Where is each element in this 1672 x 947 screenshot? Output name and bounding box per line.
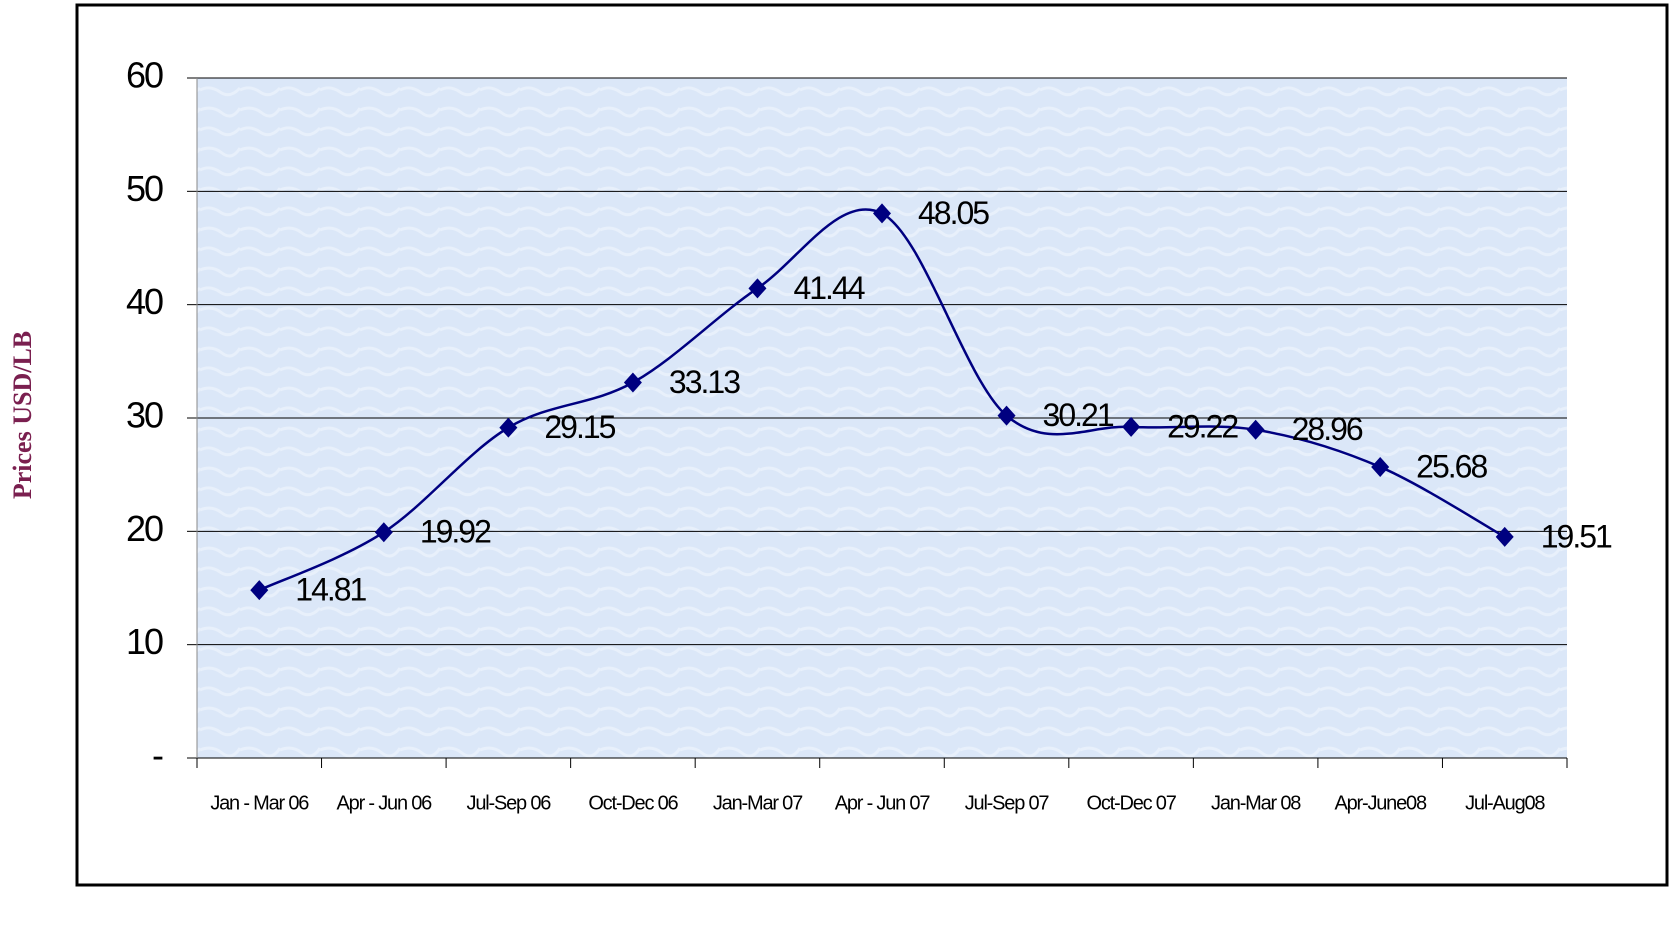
x-tick-label: Oct-Dec 07 [1087, 792, 1177, 814]
marker [1246, 419, 1265, 440]
marker [997, 405, 1016, 426]
y-tick-label: 10 [126, 621, 163, 662]
data-label: 19.51 [1541, 518, 1612, 554]
data-label: 25.68 [1416, 448, 1487, 484]
data-label: 28.96 [1292, 411, 1363, 447]
x-tick-label: Jan-Mar 08 [1211, 792, 1301, 814]
marker [1371, 456, 1390, 477]
marker [1495, 526, 1514, 547]
data-label: 29.22 [1167, 408, 1238, 444]
data-label: 30.21 [1043, 397, 1114, 433]
data-label: 48.05 [918, 195, 989, 231]
y-tick-label: - [152, 735, 163, 776]
y-axis-label: Prices USD/LB [8, 331, 37, 499]
y-tick-label: 30 [126, 395, 163, 436]
x-tick-label: Jul-Sep 06 [467, 792, 552, 814]
data-label: 41.44 [793, 270, 864, 306]
x-tick-label: Jan-Mar 07 [713, 792, 803, 814]
data-label: 29.15 [544, 409, 615, 445]
x-tick-label: Apr - Jun 07 [835, 792, 931, 814]
y-tick-label: 20 [126, 508, 163, 549]
y-tick-label: 50 [126, 168, 163, 209]
data-label: 19.92 [420, 514, 491, 550]
x-tick-label: Apr - Jun 06 [337, 792, 433, 814]
data-label: 33.13 [669, 364, 740, 400]
x-tick-label: Apr-June08 [1334, 792, 1426, 814]
x-tick-label: Jan - Mar 06 [210, 792, 309, 814]
y-tick-label: 60 [126, 55, 163, 96]
marker [374, 522, 393, 543]
marker [499, 417, 518, 438]
marker [873, 203, 891, 224]
data-label: 14.81 [295, 572, 366, 608]
x-tick-label: Jul-Aug08 [1465, 792, 1545, 814]
marker [623, 372, 642, 393]
x-tick-label: Jul-Sep 07 [965, 792, 1050, 814]
marker [1122, 416, 1141, 437]
marker [748, 278, 767, 299]
x-tick-label: Oct-Dec 06 [588, 792, 678, 814]
y-tick-label: 40 [126, 281, 163, 322]
marker [250, 580, 269, 601]
